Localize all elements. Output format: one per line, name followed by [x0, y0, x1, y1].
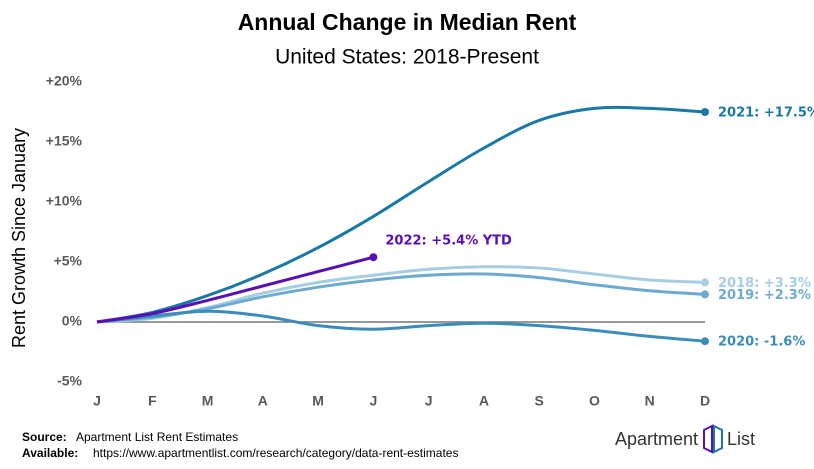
x-tick-label: J — [93, 393, 101, 409]
end-point — [701, 337, 709, 346]
series-line — [96, 105, 706, 324]
x-tick-label: J — [369, 393, 377, 409]
x-tick-label: J — [425, 393, 433, 409]
y-tick-label: +10% — [46, 193, 83, 209]
end-point — [701, 290, 709, 299]
x-tick-label: O — [589, 393, 600, 409]
y-tick-label: +15% — [46, 133, 83, 149]
chart-title: Annual Change in Median Rent — [238, 9, 577, 35]
logo-icon — [703, 424, 723, 454]
y-tick-label: +20% — [46, 73, 83, 89]
x-tick-label: A — [479, 393, 489, 409]
end-point — [701, 108, 709, 116]
logo-text: List — [727, 429, 755, 449]
x-tick-label: M — [312, 393, 324, 409]
series-line — [96, 265, 706, 324]
x-tick-label: D — [700, 393, 710, 409]
chart-subtitle: United States: 2018-Present — [275, 46, 539, 69]
available: https://www.apartmentlist.com/research/c… — [93, 446, 458, 460]
y-tick-label: -5% — [57, 373, 82, 389]
x-tick-label: M — [202, 393, 214, 409]
x-tick-label: S — [535, 393, 544, 409]
y-tick-label: +5% — [54, 253, 83, 269]
series-label: 2020: -1.6% — [718, 335, 805, 350]
series-label: 2021: +17.5% — [718, 106, 814, 121]
series-label: 2018: +3.3% — [718, 276, 811, 291]
series-line — [96, 309, 706, 343]
series-line — [96, 255, 374, 324]
end-point — [369, 253, 378, 262]
x-tick-label: A — [258, 393, 268, 409]
logo-text: Apartment — [615, 429, 698, 449]
source-label: Source: — [22, 430, 67, 444]
y-axis-label: Rent Growth Since January — [9, 128, 29, 348]
x-tick-label: N — [645, 393, 655, 409]
source: Apartment List Rent Estimates — [76, 430, 238, 444]
available-label: Available: — [22, 446, 78, 460]
series-label: 2019: +2.3% — [718, 288, 811, 303]
y-tick-label: 0% — [62, 313, 83, 329]
x-tick-label: F — [148, 393, 157, 409]
series-line — [96, 272, 706, 324]
series-label: 2022: +5.4% YTD — [385, 234, 512, 249]
end-point — [701, 278, 709, 287]
